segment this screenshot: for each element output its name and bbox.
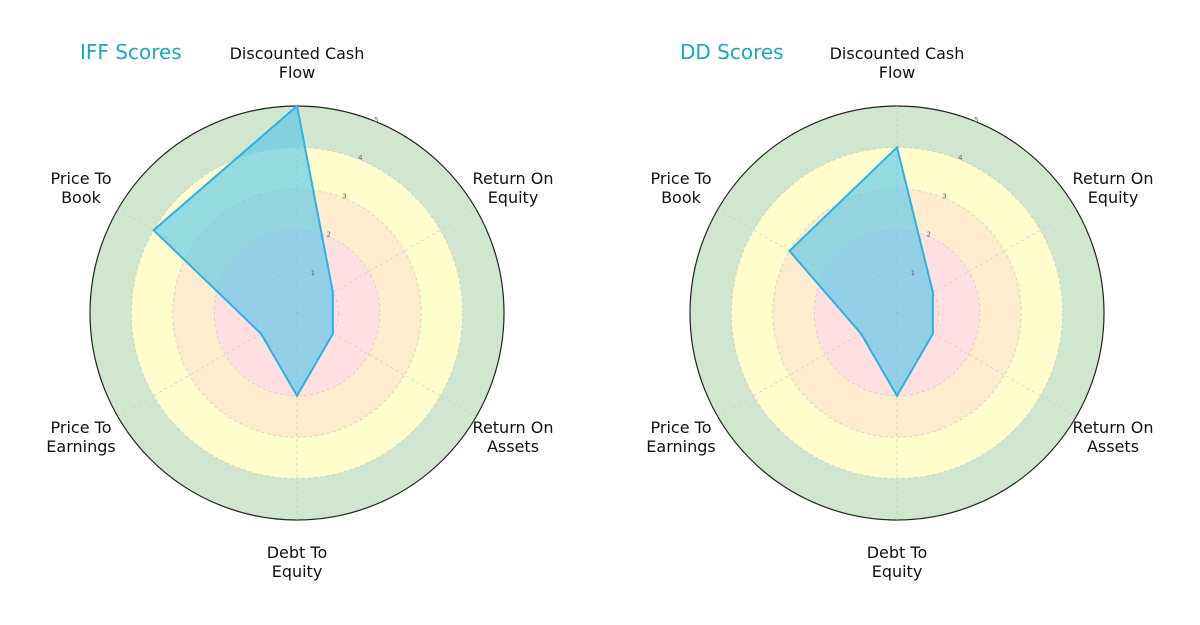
score-polygon <box>152 104 334 398</box>
dd-radar-chart: 1 2 3 4 5 <box>689 105 1105 521</box>
axis-label-discounted-cash-flow: Discounted Cash Flow <box>229 44 365 82</box>
grid-ring <box>813 229 981 397</box>
tick-label: 1 <box>311 269 315 277</box>
axis-label-price-to-earnings: Price To Earnings <box>646 418 716 456</box>
axis-label-return-on-equity: Return On Equity <box>472 169 554 207</box>
tick-label: 4 <box>358 154 363 162</box>
tick-label: 2 <box>326 231 330 239</box>
score-polygon <box>788 145 934 398</box>
tick-label: 5 <box>374 116 378 124</box>
chart-title: IFF Scores <box>80 40 182 64</box>
tick-label: 4 <box>958 154 963 162</box>
axis-label-debt-to-equity: Debt To Equity <box>266 543 328 581</box>
iff-radar-panel: IFF Scores 1 2 3 4 5 Discounted Cash Flow Re… <box>46 40 554 581</box>
axis-label-price-to-book: Price To Book <box>650 169 712 207</box>
iff-radar-chart: 1 2 3 4 5 <box>89 104 505 521</box>
axis-label-price-to-book: Price To Book <box>50 169 112 207</box>
axis-label-return-on-assets: Return On Assets <box>472 418 554 456</box>
spoke <box>896 209 1077 314</box>
spoke <box>296 312 477 417</box>
spoke <box>296 209 477 314</box>
grid-ring <box>213 229 381 397</box>
axis-label-return-on-assets: Return On Assets <box>1072 418 1154 456</box>
chart-title: DD Scores <box>680 40 784 64</box>
axis-label-debt-to-equity: Debt To Equity <box>866 543 928 581</box>
axis-label-price-to-earnings: Price To Earnings <box>46 418 116 456</box>
spoke <box>896 312 1077 417</box>
axis-label-return-on-equity: Return On Equity <box>1072 169 1154 207</box>
tick-label: 2 <box>926 231 930 239</box>
tick-label: 3 <box>942 192 946 200</box>
spoke <box>717 312 898 417</box>
dd-radar-panel: DD Scores 1 2 3 4 5 Discounted Cash Flow Ret… <box>600 0 1200 625</box>
grid-ring <box>172 188 422 438</box>
spoke <box>117 312 298 417</box>
tick-label: 3 <box>342 192 346 200</box>
tick-label: 1 <box>911 269 915 277</box>
grid-ring <box>772 188 1022 438</box>
tick-label: 5 <box>974 116 978 124</box>
axis-label-discounted-cash-flow: Discounted Cash Flow <box>829 44 965 82</box>
